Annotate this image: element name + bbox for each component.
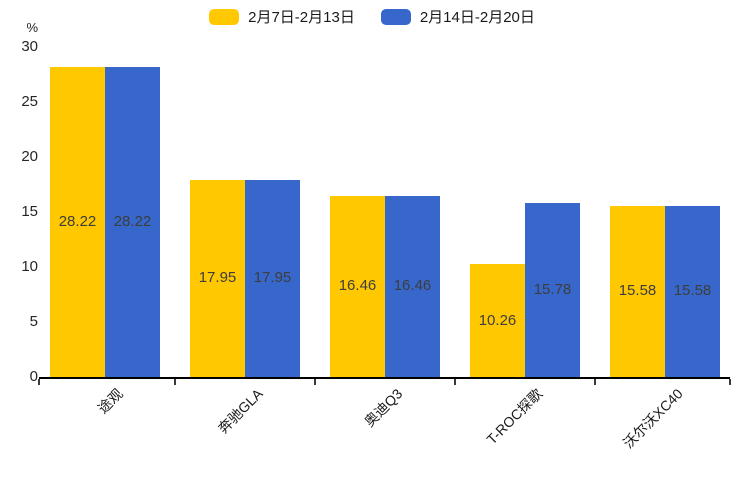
legend-item-series-1[interactable]: 2月14日-2月20日 <box>380 6 535 27</box>
bar-series-1-category-3 <box>525 203 580 377</box>
bar-series-0-category-0 <box>50 66 105 377</box>
x-axis-tick <box>594 379 596 385</box>
bar-value-label: 17.95 <box>253 269 292 287</box>
x-axis-tick <box>314 379 316 385</box>
x-category-label: 奔驰GLA <box>214 385 266 437</box>
x-category-label: T-ROC探歌 <box>483 385 546 448</box>
y-tick-label: 25 <box>21 93 38 110</box>
y-tick-label: 5 <box>29 313 38 330</box>
bar-series-1-category-4 <box>665 205 720 377</box>
x-axis-line <box>39 377 730 379</box>
chart-legend: 2月7日-2月13日 2月14日-2月20日 <box>0 6 744 27</box>
legend-swatch-icon <box>209 8 240 25</box>
legend-swatch-icon <box>380 8 411 25</box>
bar-value-label: 15.58 <box>618 282 657 300</box>
bar-series-0-category-4 <box>610 205 665 377</box>
bar-value-label: 17.95 <box>198 269 237 287</box>
legend-item-label: 2月7日-2月13日 <box>248 9 355 26</box>
bar-series-0-category-1 <box>190 179 245 377</box>
bar-value-label: 16.46 <box>338 277 377 295</box>
x-axis-tick <box>174 379 176 385</box>
legend-item-series-0[interactable]: 2月7日-2月13日 <box>209 6 355 27</box>
y-tick-label: 30 <box>21 38 38 55</box>
x-axis-tick <box>38 379 40 385</box>
bar-value-label: 16.46 <box>393 277 432 295</box>
bar-series-0-category-3 <box>470 264 525 377</box>
x-axis-tick <box>729 379 731 385</box>
bar-value-label: 28.22 <box>58 212 97 230</box>
bar-series-0-category-2 <box>330 195 385 377</box>
x-category-label: 途观 <box>94 385 126 417</box>
bar-series-1-category-0 <box>105 66 160 377</box>
bar-series-1-category-1 <box>245 179 300 377</box>
x-axis-tick <box>454 379 456 385</box>
legend-item-label: 2月14日-2月20日 <box>419 9 535 26</box>
bar-value-label: 10.26 <box>478 311 517 329</box>
y-axis-unit-label: % <box>26 20 38 35</box>
x-category-label: 奥迪Q3 <box>361 385 406 430</box>
x-category-label: 沃尔沃XC40 <box>619 385 686 452</box>
y-tick-label: 15 <box>21 203 38 220</box>
bar-value-label: 28.22 <box>113 212 152 230</box>
bar-value-label: 15.78 <box>533 281 572 299</box>
y-tick-label: 0 <box>29 368 38 385</box>
y-tick-label: 10 <box>21 258 38 275</box>
y-tick-label: 20 <box>21 148 38 165</box>
bar-series-1-category-2 <box>385 195 440 377</box>
bar-value-label: 15.58 <box>673 282 712 300</box>
